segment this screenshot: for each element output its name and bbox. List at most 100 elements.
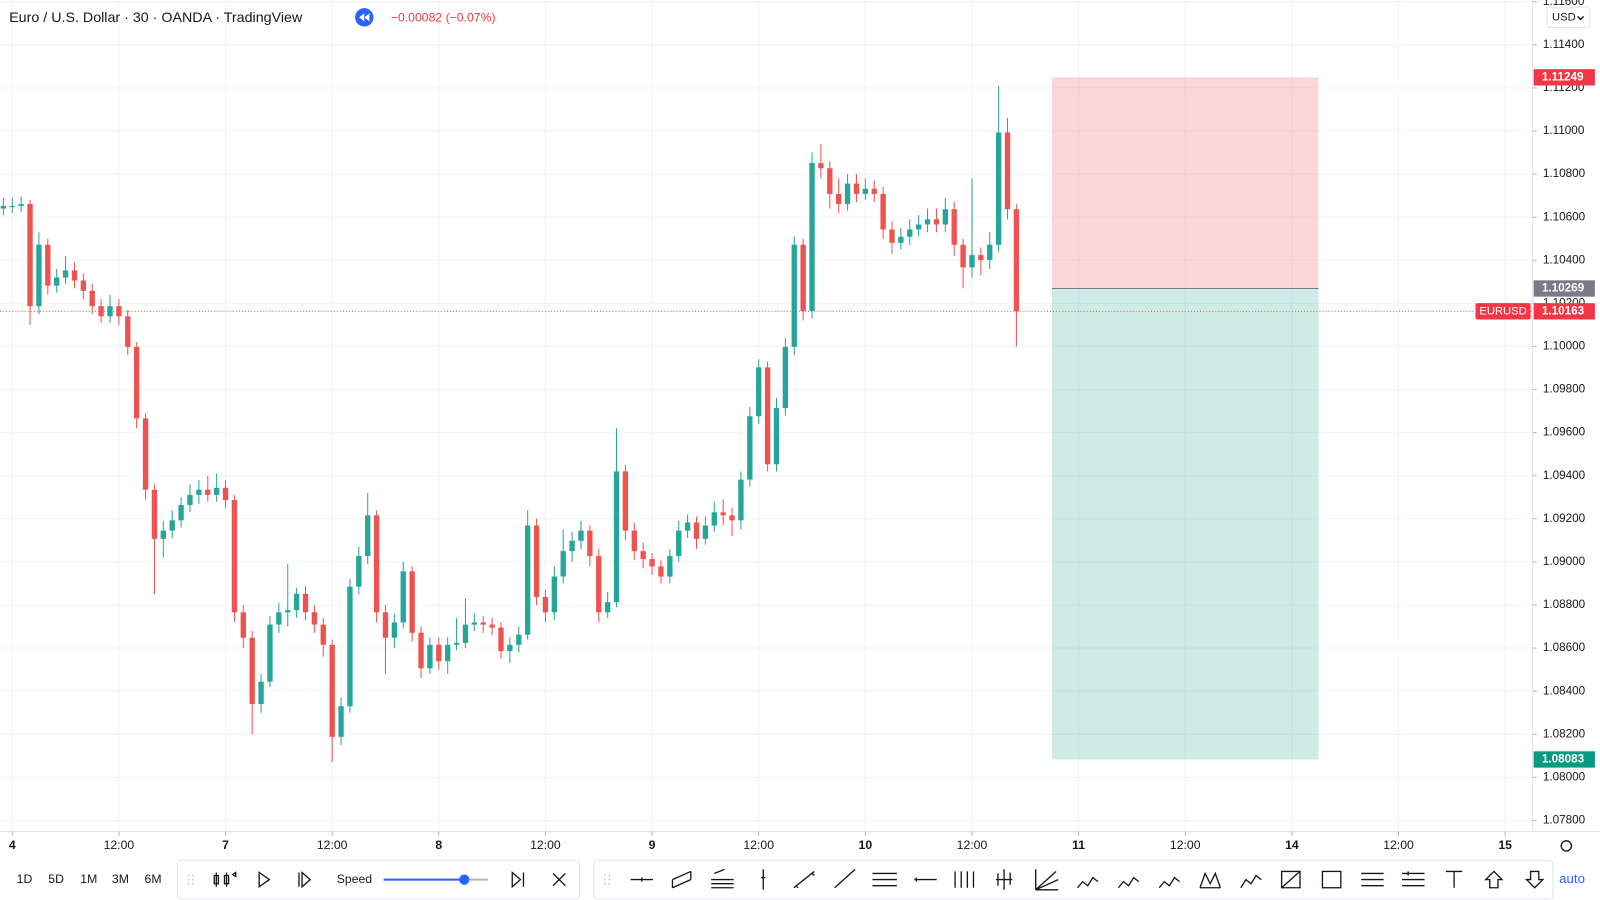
y-tick-label: 1.09800 [1543,383,1586,396]
x-tick-label: 12:00 [1170,838,1201,852]
x-tick-label: 4 [9,838,16,852]
candle-body [142,418,149,490]
candle-body [693,522,700,539]
candle-body [756,367,762,417]
range-button[interactable]: 5D [48,872,64,886]
candle-body [418,632,424,669]
candle-body [773,408,780,465]
y-tick-label: 1.11400 [1543,38,1585,51]
range-button[interactable]: 1M [80,872,97,886]
candle-body [36,244,42,307]
candle-body [667,556,673,577]
candle-body [80,280,87,291]
candle-body [791,244,797,347]
candle-body [880,193,886,230]
candle-body [302,593,309,613]
axes: 1.07800 1.08000 1.08200 1.08400 1.08600 1.088… [9,0,1595,852]
candle-body [720,512,726,516]
y-tick-label: 1.08000 [1543,770,1586,783]
target-price-label: 1.08083 [1542,753,1585,766]
candle-body [365,515,371,557]
replay-panel [177,859,581,900]
candle-body [311,612,318,625]
candle-body [205,489,211,495]
range-button[interactable]: 3M [112,872,129,886]
candle-body [231,500,238,613]
range-button[interactable]: 1D [17,872,33,886]
candle-body [818,163,824,169]
x-tick-label: 7 [222,838,229,852]
y-tick-label: 1.11000 [1543,124,1585,137]
stop-price-label-bg [1533,69,1595,86]
candle-body [169,520,175,531]
candle-body [978,255,984,261]
candle-body [27,204,33,307]
candle-body [738,479,744,521]
x-tick-label: 12:00 [104,838,135,852]
candle-body [134,346,140,419]
drawing-tools[interactable] [630,868,1545,891]
candle-body [427,644,433,669]
x-tick-label: 12:00 [957,838,988,852]
settings-icon[interactable] [1560,840,1573,852]
candle-body [862,188,869,194]
candle-body [213,487,220,495]
candle-body [125,316,131,347]
entry-price-label-bg [1533,280,1595,297]
candle-body [249,637,255,705]
x-tick-label: 8 [435,838,442,852]
candle-body [729,515,735,521]
candle-body [951,209,957,245]
stop-zone [1051,77,1319,289]
candle-body [578,530,584,541]
currency-label[interactable]: USD [1552,11,1576,23]
y-tick-label: 1.08400 [1543,684,1586,697]
candle-body [285,610,291,613]
candle-body [551,576,557,613]
candle-body [1004,132,1011,210]
plot-area [0,77,1533,763]
candle-body [631,530,637,552]
candle-body [809,163,815,312]
y-tick-label: 1.09200 [1543,512,1586,525]
candle-body [489,624,495,628]
candle-body [987,244,993,261]
currency-button[interactable] [1546,6,1591,29]
candle-body [71,270,78,281]
auto-scale-button[interactable]: auto [1559,871,1585,886]
candle-body [542,597,549,613]
candle-body [276,612,282,625]
candle-body [62,270,69,278]
speed-knob[interactable] [459,874,470,885]
x-tick-label: 12:00 [530,838,561,852]
replay-controls[interactable] [213,870,566,889]
candle-body [391,622,398,638]
candle-body [915,224,922,230]
y-tick-label: 1.09400 [1543,469,1586,482]
candle-body [45,244,51,286]
candle-body [969,255,975,268]
candle-body [836,193,842,205]
candle-body [453,642,460,645]
y-tick-label: 1.10000 [1543,340,1586,353]
range-button[interactable]: 6M [145,872,162,886]
candle-body [320,624,326,645]
candle-body [0,205,7,209]
candle-body [640,551,646,560]
candle-body [658,566,664,577]
candle-body [54,277,60,286]
candle-body [267,624,273,682]
candle-body [871,188,877,194]
x-tick-label: 14 [1285,838,1299,852]
candle-body [960,244,966,268]
candle-body [649,559,655,567]
candle-body [853,183,860,194]
candle-body [382,612,389,638]
currency-caret [1577,15,1585,21]
candle-body [684,522,691,531]
y-tick-label: 1.08800 [1543,598,1586,611]
candle-body [924,219,931,225]
candle-body [676,530,682,557]
